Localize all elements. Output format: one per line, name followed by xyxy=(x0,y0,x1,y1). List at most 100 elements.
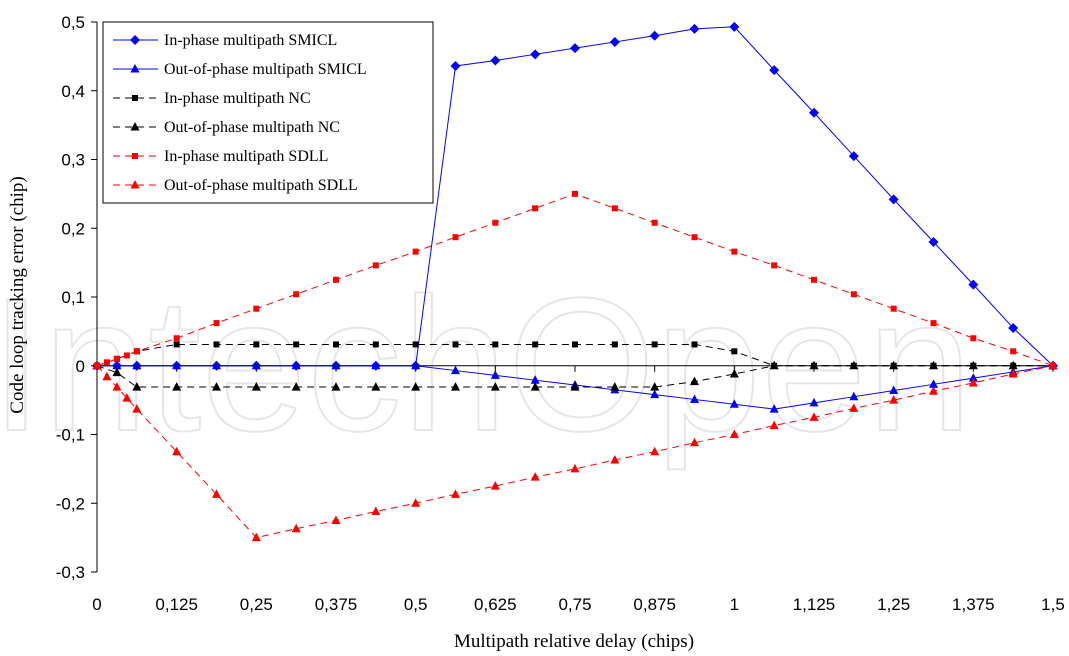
data-point xyxy=(611,205,618,212)
x-axis-title: Multipath relative delay (chips) xyxy=(454,631,694,652)
y-tick-label: 0,4 xyxy=(61,82,85,101)
data-point xyxy=(112,367,122,377)
data-point xyxy=(530,49,541,60)
data-point xyxy=(411,498,421,507)
x-tick-label: 0,125 xyxy=(155,595,198,614)
data-point xyxy=(253,341,260,348)
data-point xyxy=(412,248,419,255)
data-point xyxy=(251,532,261,542)
data-point xyxy=(133,348,140,355)
data-point xyxy=(452,234,459,241)
data-point xyxy=(212,489,221,498)
data-point xyxy=(212,360,221,370)
data-point xyxy=(769,404,779,413)
data-point xyxy=(530,375,540,384)
data-point xyxy=(890,305,897,312)
data-point xyxy=(112,382,122,391)
data-point xyxy=(691,341,698,348)
data-point xyxy=(451,365,460,375)
data-point xyxy=(372,262,379,269)
data-point xyxy=(611,341,618,348)
data-point xyxy=(731,248,738,255)
data-point xyxy=(173,335,180,342)
data-point xyxy=(1008,369,1018,378)
data-point xyxy=(929,360,938,370)
data-point xyxy=(411,382,421,391)
data-point xyxy=(968,377,978,387)
data-point xyxy=(809,397,819,407)
data-point xyxy=(451,382,460,391)
data-point xyxy=(293,341,300,348)
data-point xyxy=(610,382,620,391)
data-point xyxy=(411,360,421,370)
data-point xyxy=(849,391,859,401)
data-point xyxy=(809,360,819,370)
data-point xyxy=(848,151,859,162)
data-point xyxy=(849,403,859,412)
data-point xyxy=(530,472,540,481)
legend-marker xyxy=(130,35,140,45)
data-point xyxy=(650,382,660,391)
x-tick-label: 0,875 xyxy=(633,595,676,614)
x-tick-label: 0,625 xyxy=(474,595,517,614)
data-point xyxy=(532,205,539,212)
data-point xyxy=(490,481,500,490)
series-line xyxy=(96,365,1053,388)
y-tick-label: 0,2 xyxy=(61,219,85,238)
data-point xyxy=(331,360,341,370)
x-tick-label: 1,25 xyxy=(877,595,910,614)
x-tick-label: 1,5 xyxy=(1041,595,1065,614)
data-point xyxy=(690,376,699,386)
data-point xyxy=(451,489,460,498)
data-point xyxy=(689,23,700,34)
legend-label: In-phase multipath SDLL xyxy=(164,148,328,165)
data-point xyxy=(291,523,301,533)
data-point xyxy=(690,437,699,447)
data-point xyxy=(123,352,130,359)
watermark: IntechOpen xyxy=(0,259,972,471)
y-tick-label: -0,1 xyxy=(56,426,85,445)
data-point xyxy=(690,394,699,403)
data-point xyxy=(651,219,658,226)
data-point xyxy=(530,382,540,391)
legend-entry: Out-of-phase multipath SDLL xyxy=(113,177,358,194)
data-point xyxy=(809,107,819,118)
data-point xyxy=(929,386,938,395)
data-point xyxy=(729,21,740,32)
data-point xyxy=(132,382,142,391)
data-point xyxy=(572,190,578,197)
data-point xyxy=(251,360,261,370)
data-point xyxy=(112,360,122,370)
legend-entry: In-phase multipath SMICL xyxy=(113,32,337,49)
data-point xyxy=(113,355,120,362)
data-point xyxy=(968,373,978,382)
data-point xyxy=(609,36,620,47)
data-point xyxy=(888,194,899,205)
y-axis-title: Code loop tracking error (chip) xyxy=(7,176,28,413)
x-tick-label: 0,75 xyxy=(558,595,591,614)
data-point xyxy=(452,341,459,348)
data-point xyxy=(172,360,182,370)
data-point xyxy=(371,506,381,515)
data-point xyxy=(771,262,778,269)
data-point xyxy=(691,234,698,241)
data-point xyxy=(651,341,658,348)
x-tick-label: 0 xyxy=(92,595,101,614)
data-point xyxy=(889,395,899,404)
data-point xyxy=(331,515,341,524)
data-point xyxy=(251,382,261,391)
data-point xyxy=(412,341,419,348)
legend-label: Out-of-phase multipath SDLL xyxy=(164,177,358,194)
data-point xyxy=(809,412,819,421)
data-point xyxy=(572,341,578,348)
y-tick-label: -0,2 xyxy=(56,494,85,513)
data-point xyxy=(132,404,142,413)
data-point xyxy=(291,382,301,391)
data-point xyxy=(132,360,142,370)
legend: In-phase multipath SMICL Out-of-phase mul… xyxy=(102,21,434,204)
data-point xyxy=(450,61,461,71)
data-point xyxy=(1008,322,1019,333)
data-point xyxy=(769,360,779,370)
axes: 0,5 0,4 0,3 0,2 0,1 0 -0,1 -0,2 -0,3 0 0,125 0,25 0,… xyxy=(56,13,1065,614)
data-point xyxy=(371,360,381,370)
